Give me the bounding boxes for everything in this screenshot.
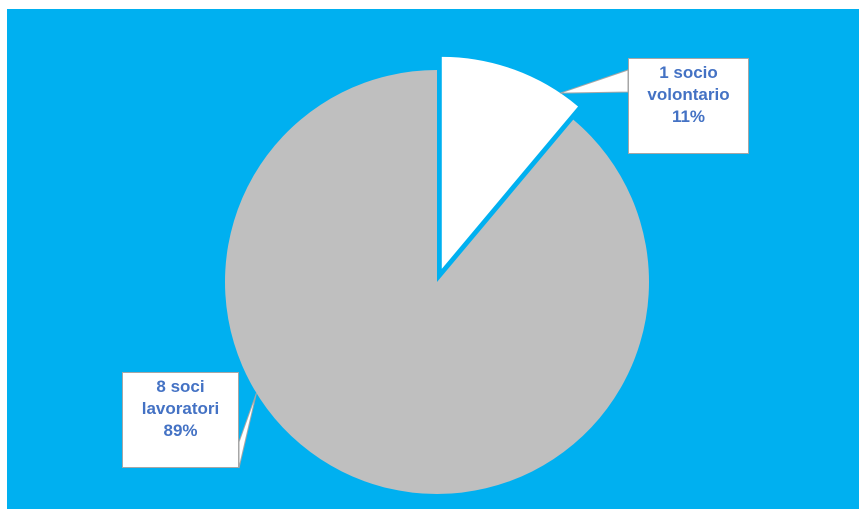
leader-line-volontario — [560, 69, 629, 94]
leader-line-lavoratori — [238, 392, 257, 469]
chart-area: 1 socio volontario 11% 8 soci lavoratori… — [7, 9, 859, 509]
slice-label-line: 11% — [671, 107, 706, 126]
slice-label-line: volontario — [647, 85, 730, 104]
pie-chart — [225, 56, 649, 495]
pie-slice-volontario — [441, 56, 579, 269]
slice-label-line: 8 soci — [156, 377, 205, 396]
slice-label-line: 1 socio — [659, 63, 718, 82]
slice-label-lavoratori: 8 soci lavoratori 89% — [122, 372, 239, 468]
pie-slices — [225, 56, 649, 495]
slice-label-line: 89% — [163, 421, 198, 440]
slice-label-volontario: 1 socio volontario 11% — [628, 58, 749, 154]
slice-label-line: lavoratori — [141, 399, 220, 418]
pie-slice-lavoratori — [225, 70, 649, 495]
